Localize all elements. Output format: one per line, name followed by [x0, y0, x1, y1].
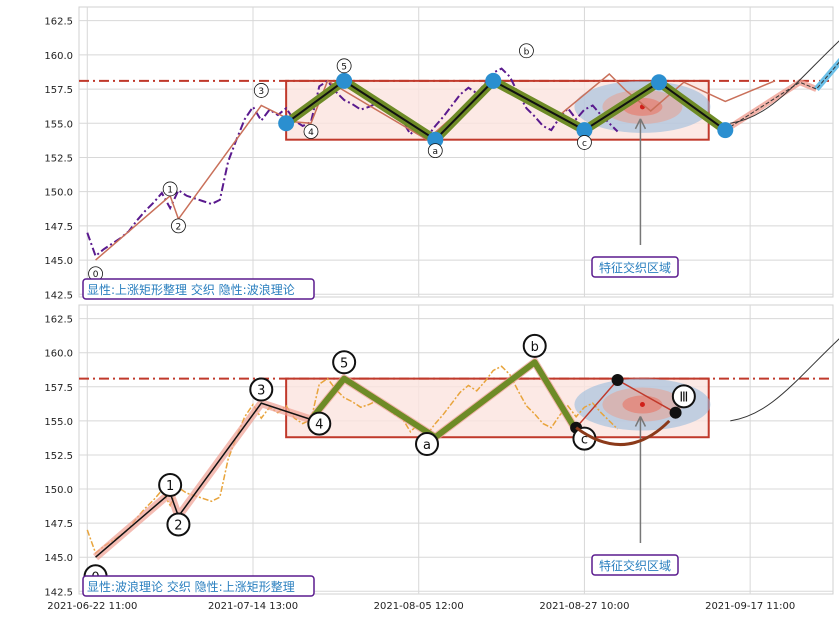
wave-label-circle [519, 43, 534, 59]
wave-label-text: b [524, 47, 530, 57]
price-series-line [86, 67, 619, 258]
projection-pink [723, 78, 818, 133]
plot-area [78, 6, 834, 298]
wave-label-text: c [582, 139, 587, 149]
y-tick-label: 145.0 [44, 256, 73, 267]
wave-label-text: 3 [258, 87, 264, 97]
wave-label-circle [162, 181, 178, 197]
pivot-marker [651, 74, 667, 91]
wave-label-text: 5 [341, 62, 347, 72]
wave-label-text: 1 [166, 479, 174, 494]
x-axis: 2021-06-22 11:00 2021-07-14 13:00 2021-08-… [47, 601, 795, 612]
pivot-marker [576, 122, 593, 139]
curved-brown-arrow [575, 419, 671, 447]
y-tick-label: 160.0 [44, 349, 73, 360]
wave-label-circle [158, 472, 183, 497]
wave-label-text: b [531, 340, 539, 355]
panel-label-text: 显性:波浪理论 交织 隐性:上涨矩形整理 [87, 579, 295, 594]
y-tick-label: 152.5 [44, 451, 73, 462]
y-tick-label: 157.5 [44, 383, 73, 394]
y-tick-label: 147.5 [44, 222, 73, 233]
projection-line [725, 61, 839, 131]
y-tick-label: 150.0 [44, 188, 73, 199]
wave-label-text: 1 [167, 185, 173, 195]
wave-label-circle [166, 512, 191, 537]
panel-label-box [82, 575, 315, 597]
y-tick-label: 142.5 [44, 587, 73, 598]
wave-label-circle [671, 384, 696, 409]
pivot-marker [717, 122, 734, 139]
wave-label-circle [522, 333, 547, 358]
y-tick-label: 160.0 [44, 51, 73, 62]
wave-label-text: 3 [257, 384, 265, 399]
wave-label-circle [336, 58, 352, 74]
zone-label-text: 特征交织区域 [599, 260, 671, 275]
y-tick-label: 142.5 [44, 290, 73, 301]
wave-label-text: 0 [93, 270, 99, 280]
wave-label-circle [577, 135, 592, 150]
x-tick-label: 2021-08-27 10:00 [539, 601, 629, 612]
zone-arrow [634, 118, 647, 245]
wave-label-text: a [433, 147, 439, 157]
wave-label-circle [171, 218, 186, 234]
wave-label-text: 5 [340, 356, 348, 371]
x-tick-label: 2021-09-17 11:00 [705, 601, 795, 612]
feature-zone-center [639, 402, 645, 408]
y-tick-label: 162.5 [44, 17, 73, 28]
pivot-marker [669, 406, 682, 419]
wave-label-circle [415, 432, 439, 457]
y-tick-label: 147.5 [44, 519, 73, 530]
panel-top: 142.5 145.0 147.5 150.0 152.5 155.0 157.5 160.0… [44, 6, 839, 301]
y-tick-label: 162.5 [44, 315, 73, 326]
zone-arrow [634, 416, 647, 543]
zone-label-box [591, 256, 679, 278]
wave-label-text: a [423, 438, 431, 453]
y-tick-label: 155.0 [44, 417, 73, 428]
wave-label-text: 4 [315, 418, 323, 433]
y-tick-label: 155.0 [44, 119, 73, 130]
wave-label-circle [253, 83, 269, 98]
pivot-marker [278, 115, 295, 132]
pivot-marker [611, 373, 624, 386]
wave-label-circle [249, 377, 274, 402]
zone-label-text: 特征交织区域 [599, 558, 671, 573]
wave-label-text: c [581, 433, 588, 448]
wave-label-circle [427, 143, 443, 159]
wave-label-text: Ⅲ [679, 390, 688, 405]
panel-label-text: 显性:上涨矩形整理 交织 隐性:波浪理论 [87, 282, 295, 297]
pivot-marker [336, 72, 353, 89]
x-tick-label: 2021-06-22 11:00 [47, 601, 137, 612]
wave-label-circle [307, 411, 332, 436]
zone-label-box [591, 554, 679, 576]
y-tick-label: 145.0 [44, 553, 73, 564]
wave-label-text: 2 [176, 222, 182, 232]
wave-label-text: 4 [308, 128, 314, 138]
y-tick-label: 150.0 [44, 485, 73, 496]
pivot-marker [427, 131, 444, 148]
y-tick-label: 157.5 [44, 85, 73, 96]
pivot-marker [485, 72, 502, 89]
x-tick-label: 2021-08-05 12:00 [374, 601, 464, 612]
panel-bottom: 142.5 145.0 147.5 150.0 152.5 155.0 157.5 160.0… [44, 304, 839, 598]
plot-area [78, 304, 834, 595]
wave-label-text: 2 [174, 518, 182, 533]
panel-label-box [82, 278, 315, 300]
y-tick-label: 152.5 [44, 153, 73, 164]
wave-label-circle [332, 350, 357, 375]
x-tick-label: 2021-07-14 13:00 [208, 601, 298, 612]
wave-label-circle [303, 124, 319, 139]
